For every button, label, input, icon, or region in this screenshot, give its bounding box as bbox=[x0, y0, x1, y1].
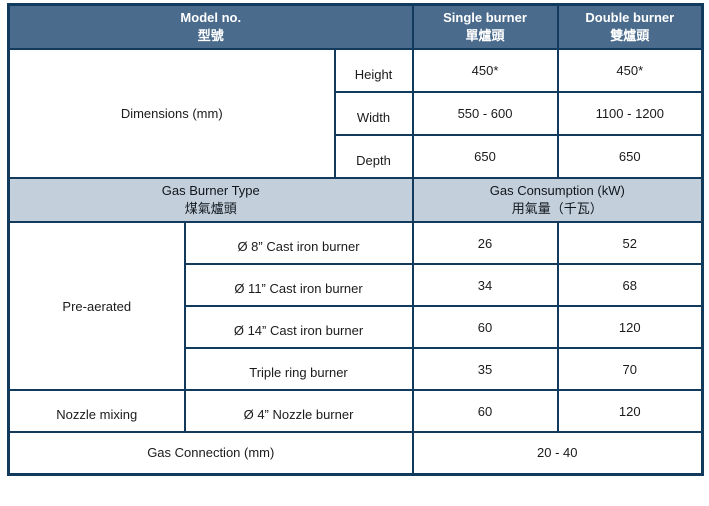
burner-name-4in-nozzle: Ø 4” Nozzle burner bbox=[183, 389, 414, 433]
header-model-no-en: Model no. bbox=[180, 10, 242, 25]
header-double-burner-en: Double burner bbox=[585, 10, 675, 25]
dimension-depth-label: Depth bbox=[333, 134, 414, 179]
pre-aerated-label: Pre-aerated bbox=[7, 221, 186, 391]
depth-double-value: 650 bbox=[556, 134, 704, 179]
burner-name-8in-text: Ø 8” Cast iron burner bbox=[237, 239, 360, 254]
height-single-value: 450* bbox=[411, 48, 559, 93]
consumption-8in-double: 52 bbox=[556, 221, 704, 265]
burner-row-4in-nozzle: Nozzle mixing Ø 4” Nozzle burner 60 120 bbox=[7, 389, 704, 433]
section-gas-burner-type: Gas Burner Type 煤氣爐頭 bbox=[7, 177, 414, 223]
width-single-value: 550 - 600 bbox=[411, 91, 559, 136]
gas-connection-value: 20 - 40 bbox=[411, 431, 704, 475]
burner-name-14in-text: Ø 14” Cast iron burner bbox=[233, 323, 364, 338]
burner-row-11in-cast-iron: Ø 11” Cast iron burner 34 68 bbox=[9, 263, 704, 307]
consumption-8in-single: 26 bbox=[411, 221, 559, 265]
header-single-burner-zh: 單爐頭 bbox=[465, 28, 505, 43]
dimension-width-label-text: Width bbox=[356, 109, 391, 125]
dimension-depth-label-text: Depth bbox=[356, 152, 391, 168]
width-double-value: 1100 - 1200 bbox=[556, 91, 704, 136]
height-double-value: 450* bbox=[556, 48, 704, 93]
dimension-row-depth: Depth 650 650 bbox=[9, 134, 704, 179]
dimension-width-label: Width bbox=[333, 91, 414, 136]
section-gas-burner-type-en: Gas Burner Type bbox=[161, 183, 260, 198]
consumption-14in-double: 120 bbox=[556, 305, 704, 349]
section-header-row: Gas Burner Type 煤氣爐頭 Gas Consumption (kW… bbox=[7, 177, 704, 223]
header-double-burner: Double burner 雙爐頭 bbox=[556, 3, 704, 50]
burner-name-14in-cast-iron: Ø 14” Cast iron burner bbox=[183, 305, 414, 349]
dimension-row-height: Dimensions (mm) Height 450* 450* bbox=[7, 48, 704, 179]
consumption-triple-ring-single: 35 bbox=[411, 347, 559, 391]
dimension-height-label: Height bbox=[333, 48, 414, 93]
consumption-11in-single: 34 bbox=[411, 263, 559, 307]
header-single-burner: Single burner 單爐頭 bbox=[411, 3, 559, 50]
header-model-no: Model no. 型號 bbox=[7, 3, 414, 50]
depth-single-value: 650 bbox=[411, 134, 559, 179]
section-gas-consumption-zh: 用氣量（千瓦） bbox=[511, 201, 603, 216]
burner-row-triple-ring: Triple ring burner 35 70 bbox=[9, 347, 704, 391]
section-gas-burner-type-zh: 煤氣爐頭 bbox=[184, 201, 237, 216]
burner-name-triple-ring-text: Triple ring burner bbox=[249, 365, 348, 380]
consumption-4in-nozzle-single: 60 bbox=[411, 389, 559, 433]
dimension-height-label-text: Height bbox=[354, 66, 393, 82]
burner-name-11in-cast-iron: Ø 11” Cast iron burner bbox=[183, 263, 414, 307]
burner-row-8in-cast-iron: Pre-aerated Ø 8” Cast iron burner 26 52 bbox=[7, 221, 704, 391]
header-double-burner-zh: 雙爐頭 bbox=[610, 28, 650, 43]
nozzle-mixing-label: Nozzle mixing bbox=[7, 389, 186, 433]
burner-name-11in-text: Ø 11” Cast iron burner bbox=[234, 281, 363, 296]
consumption-4in-nozzle-double: 120 bbox=[556, 389, 704, 433]
table-header-row: Model no. 型號 Single burner 單爐頭 Double bu… bbox=[7, 3, 704, 50]
header-model-no-zh: 型號 bbox=[197, 28, 224, 43]
consumption-14in-single: 60 bbox=[411, 305, 559, 349]
header-single-burner-en: Single burner bbox=[443, 10, 527, 25]
nozzle-mixing-label-text: Nozzle mixing bbox=[56, 407, 138, 422]
gas-connection-row: Gas Connection (mm) 20 - 40 bbox=[7, 431, 704, 475]
burner-row-14in-cast-iron: Ø 14” Cast iron burner 60 120 bbox=[9, 305, 704, 349]
section-gas-consumption-en: Gas Consumption (kW) bbox=[489, 183, 625, 198]
burner-name-8in-cast-iron: Ø 8” Cast iron burner bbox=[183, 221, 414, 265]
section-gas-consumption: Gas Consumption (kW) 用氣量（千瓦） bbox=[411, 177, 704, 223]
dimensions-label: Dimensions (mm) bbox=[7, 48, 336, 179]
burner-name-4in-nozzle-text: Ø 4” Nozzle burner bbox=[243, 407, 354, 422]
burner-name-triple-ring: Triple ring burner bbox=[183, 347, 414, 391]
consumption-triple-ring-double: 70 bbox=[556, 347, 704, 391]
burner-spec-table: Model no. 型號 Single burner 單爐頭 Double bu… bbox=[7, 3, 705, 476]
dimension-row-width: Width 550 - 600 1100 - 1200 bbox=[9, 91, 704, 136]
gas-connection-label: Gas Connection (mm) bbox=[7, 431, 414, 475]
consumption-11in-double: 68 bbox=[556, 263, 704, 307]
